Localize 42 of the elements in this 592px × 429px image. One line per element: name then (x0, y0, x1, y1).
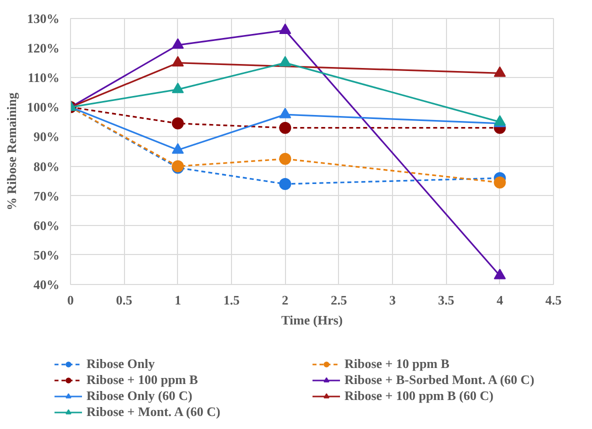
y-tick-label: 60% (34, 218, 60, 233)
legend-label: Ribose Only (86, 356, 156, 372)
point (279, 178, 292, 190)
x-tick-label: 1 (174, 292, 182, 308)
y-tick-label: 90% (34, 129, 60, 144)
y-tick-label: 80% (34, 158, 60, 174)
x-tick-label: 4 (496, 292, 504, 308)
legend-label: Ribose + B-Sorbed Mont. A (60 C) (344, 372, 536, 388)
legend-label: Ribose + 10 ppm B (344, 356, 450, 372)
x-tick-label: 3.5 (438, 292, 455, 308)
point (172, 38, 184, 49)
point (172, 56, 184, 67)
point (279, 122, 292, 134)
x-axis-title: Time (Hrs) (281, 312, 343, 328)
point (279, 108, 292, 118)
point (494, 66, 506, 77)
y-tick-label: 110% (28, 70, 60, 86)
x-tick-label: 2 (282, 292, 288, 308)
x-tick-label: 2.5 (330, 292, 348, 308)
y-tick-label: 100% (27, 100, 60, 115)
y-tick-label: 70% (34, 188, 60, 204)
y-axis-title: % Ribose Remaining (4, 92, 19, 210)
y-tick-label: 40% (34, 277, 60, 292)
legend-label: Ribose Only (60 C) (86, 388, 194, 404)
x-tick-label: 0 (67, 292, 74, 308)
point (172, 117, 184, 130)
point (279, 23, 292, 34)
x-tick-label: 4.5 (545, 292, 562, 308)
legend-label: Ribose + Mont. A (60 C) (86, 404, 222, 420)
point (279, 56, 292, 67)
legend-label: Ribose + 100 ppm B (86, 372, 199, 388)
y-tick-label: 120% (27, 40, 60, 56)
x-tick-label: 0.5 (116, 292, 133, 308)
point (494, 176, 506, 189)
point (172, 143, 184, 154)
legend-label: Ribose + 100 ppm B (60 C) (344, 388, 494, 404)
x-tick-label: 3 (389, 292, 396, 308)
x-tick-label: 1.5 (223, 292, 240, 308)
point (172, 82, 184, 94)
y-tick-label: 130% (27, 11, 60, 26)
point (279, 152, 292, 165)
y-tick-label: 50% (34, 247, 60, 262)
